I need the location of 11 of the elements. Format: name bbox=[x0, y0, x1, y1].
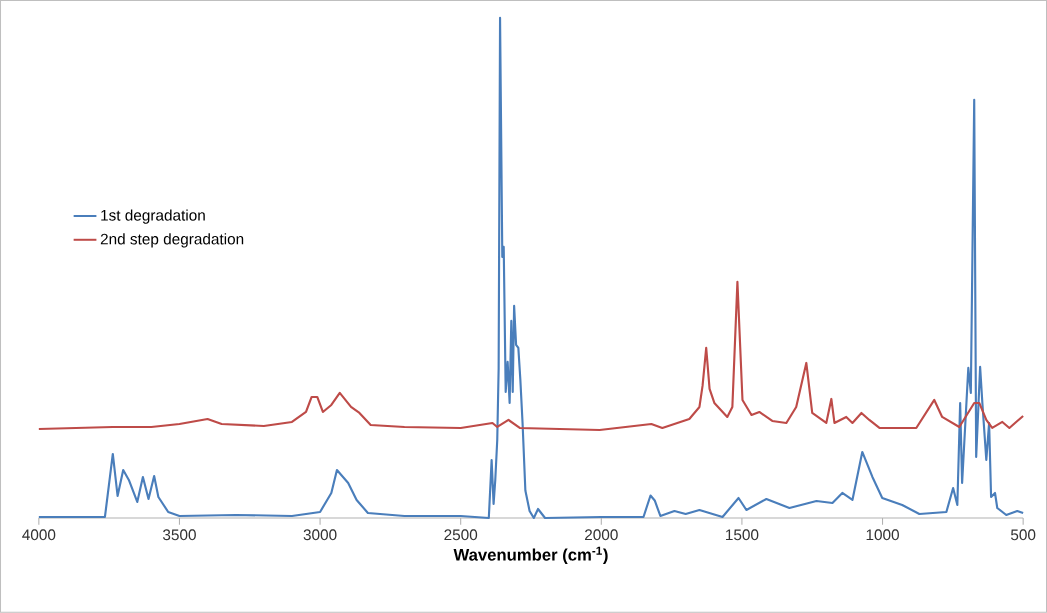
legend-label: 1st degradation bbox=[101, 209, 205, 224]
x-tick-label: 3000 bbox=[303, 529, 337, 541]
legend-label: 2nd step degradation bbox=[100, 233, 244, 248]
x-tick-label: 2000 bbox=[585, 529, 618, 541]
x-tick-label: 1500 bbox=[726, 529, 759, 541]
x-tick-label: 2500 bbox=[444, 529, 478, 541]
x-tick-label: 1000 bbox=[866, 529, 899, 541]
x-tick-label: 4000 bbox=[22, 529, 56, 541]
x-axis-title: Wavenumber (cm$^{-1}$) bbox=[453, 546, 608, 565]
x-tick-label: 3500 bbox=[162, 529, 196, 541]
x-tick-label: 500 bbox=[1010, 529, 1036, 541]
